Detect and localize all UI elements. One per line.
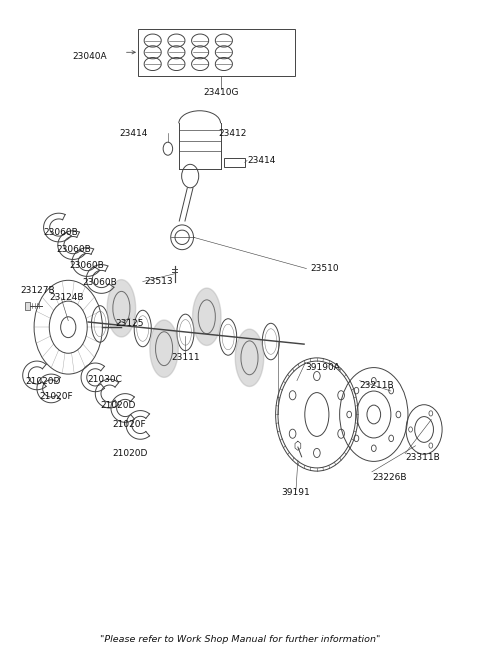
Text: 21020D: 21020D [100, 401, 135, 410]
Bar [224, 158, 245, 167]
Text: 23040A: 23040A [72, 52, 107, 60]
Polygon shape [150, 320, 179, 377]
Text: 21020F: 21020F [113, 420, 146, 430]
Text: 23060B: 23060B [56, 244, 91, 254]
Text: 21030C: 21030C [87, 374, 122, 384]
Text: 23513: 23513 [144, 277, 173, 286]
Text: 23111: 23111 [171, 353, 200, 361]
Text: 39190A: 39190A [305, 363, 340, 372]
Text: 23060B: 23060B [69, 261, 104, 271]
Text: 21020F: 21020F [40, 392, 73, 401]
Text: 21020D: 21020D [112, 449, 148, 458]
Text: 39191: 39191 [282, 488, 311, 497]
Text: 23414: 23414 [247, 156, 276, 165]
Polygon shape [107, 280, 136, 337]
Text: 23124B: 23124B [49, 294, 84, 302]
Text: 23510: 23510 [310, 264, 339, 273]
Text: 23410G: 23410G [203, 88, 239, 97]
Text: 23127B: 23127B [21, 286, 55, 295]
Polygon shape [192, 288, 221, 346]
Text: 23226B: 23226B [372, 472, 407, 482]
Text: 23125: 23125 [116, 319, 144, 328]
Text: 23060B: 23060B [43, 227, 78, 237]
Text: 23311B: 23311B [405, 453, 440, 462]
Text: 23412: 23412 [219, 129, 247, 137]
Text: 23211B: 23211B [360, 381, 394, 390]
Bar [138, 29, 295, 76]
Text: 23060B: 23060B [83, 279, 117, 287]
Text: 21020D: 21020D [25, 377, 61, 386]
Text: 23414: 23414 [119, 129, 147, 137]
Bar [25, 302, 30, 309]
Polygon shape [235, 329, 264, 386]
Text: "Please refer to Work Shop Manual for further information": "Please refer to Work Shop Manual for fu… [100, 635, 380, 645]
